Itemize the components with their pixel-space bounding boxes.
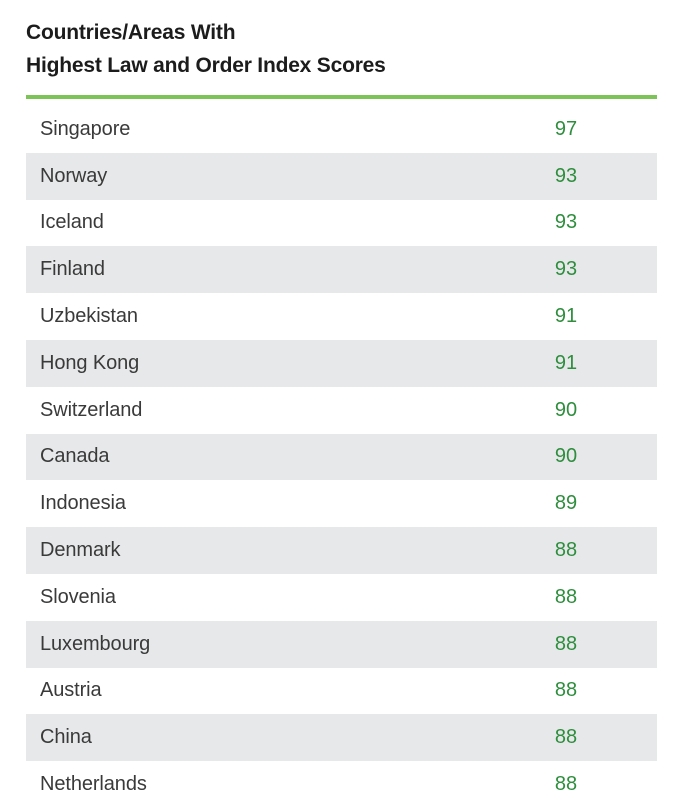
- country-name: Luxembourg: [40, 632, 151, 655]
- table-row: Finland 93: [26, 246, 657, 294]
- country-name: China: [40, 726, 92, 749]
- country-name: Finland: [40, 258, 105, 281]
- table-row: Netherlands 88: [26, 761, 657, 808]
- country-name: Uzbekistan: [40, 305, 138, 328]
- index-score: 88: [554, 539, 578, 562]
- country-name: Denmark: [40, 539, 121, 562]
- chart-title-line-1: Countries/Areas With: [26, 21, 236, 44]
- country-name: Switzerland: [40, 398, 143, 421]
- country-name: Canada: [40, 445, 110, 468]
- table-row: Uzbekistan 91: [26, 293, 657, 340]
- index-score: 89: [554, 492, 578, 515]
- country-name: Slovenia: [40, 585, 116, 608]
- index-score: 88: [554, 585, 578, 608]
- table-row: Hong Kong 91: [26, 339, 657, 387]
- table-row: Indonesia 89: [26, 480, 657, 527]
- index-score: 93: [554, 164, 578, 187]
- country-name: Norway: [40, 164, 108, 187]
- index-score: 91: [554, 351, 578, 374]
- country-name: Netherlands: [40, 773, 147, 796]
- index-score: 91: [554, 305, 578, 328]
- index-score: 88: [554, 679, 578, 702]
- table-row: Iceland 93: [26, 200, 657, 247]
- table-row: Norway 93: [26, 152, 657, 200]
- country-name: Hong Kong: [40, 351, 140, 374]
- index-score: 88: [554, 632, 578, 655]
- index-score: 90: [554, 398, 578, 421]
- table-row: Canada 90: [26, 433, 657, 481]
- index-score: 88: [554, 726, 578, 749]
- country-name: Singapore: [40, 117, 131, 140]
- index-score: 93: [554, 258, 578, 281]
- country-name: Iceland: [40, 211, 104, 234]
- table-row: Luxembourg 88: [26, 620, 657, 668]
- score-table: Singapore 97 Norway 93 Iceland 93 Finland 93 Uzb…: [26, 106, 657, 808]
- chart-title: Countries/Areas With Highest Law and Ord…: [26, 16, 386, 82]
- table-row: China 88: [26, 714, 657, 762]
- table-row: Singapore 97: [26, 106, 657, 153]
- index-score: 93: [554, 211, 578, 234]
- header-divider: [26, 95, 657, 99]
- table-row: Slovenia 88: [26, 574, 657, 621]
- chart-title-line-2: Highest Law and Order Index Scores: [26, 54, 386, 77]
- table-row: Denmark 88: [26, 527, 657, 574]
- country-name: Austria: [40, 679, 102, 702]
- index-score: 90: [554, 445, 578, 468]
- table-row: Switzerland 90: [26, 387, 657, 434]
- index-score: 88: [554, 773, 578, 796]
- country-name: Indonesia: [40, 492, 126, 515]
- table-row: Austria 88: [26, 668, 657, 715]
- index-score: 97: [554, 117, 578, 140]
